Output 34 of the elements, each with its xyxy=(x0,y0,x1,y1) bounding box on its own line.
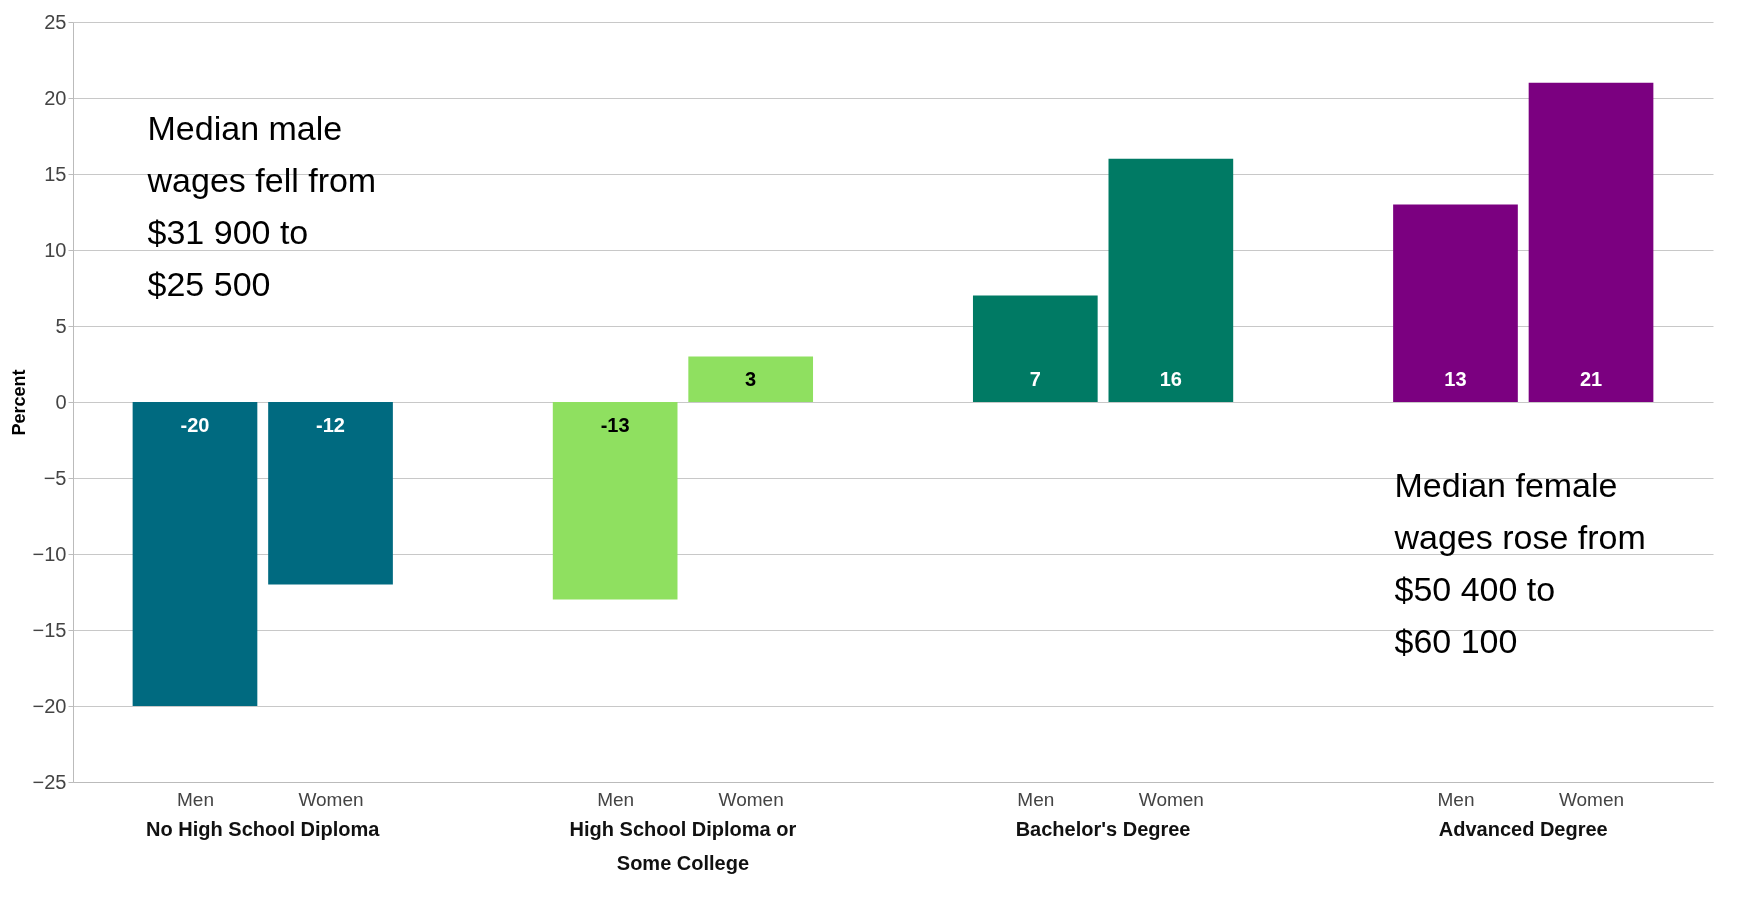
x-tick-label: Women xyxy=(298,788,364,810)
text: No High School Diploma xyxy=(146,818,381,840)
x-tick-label: Men xyxy=(177,788,214,810)
x-tick-label: Women xyxy=(1558,788,1625,810)
y-tick-label: 0 xyxy=(55,390,67,413)
y-tick-label: 10 xyxy=(44,238,67,261)
y-tick-label: 20 xyxy=(44,86,67,109)
data-label: -20 xyxy=(180,414,210,436)
y-tick-label: −15 xyxy=(32,618,67,641)
y-axis-title: Percent xyxy=(8,369,29,436)
data-label: 16 xyxy=(1159,368,1182,390)
text: High School Diploma or Some College xyxy=(569,818,797,874)
x-tick-label: Men xyxy=(1017,788,1055,810)
x-tick-label: Women xyxy=(1138,788,1204,810)
y-tick-label: −10 xyxy=(32,542,67,565)
y-tick-label: 5 xyxy=(55,314,67,337)
data-label: 13 xyxy=(1444,368,1467,390)
data-label: 7 xyxy=(1029,368,1041,390)
text: Bachelor's Degree xyxy=(1015,818,1191,840)
y-tick-label: −25 xyxy=(32,770,67,793)
data-label: 21 xyxy=(1579,368,1603,390)
data-label: -12 xyxy=(316,414,345,436)
y-tick-label: 25 xyxy=(44,10,67,33)
x-tick-label: Men xyxy=(1437,788,1475,810)
y-tick-label: −5 xyxy=(43,466,67,489)
data-label: -13 xyxy=(600,414,630,436)
annotation: Median male wages fell from $31 900 to $25 500 xyxy=(146,109,377,304)
x-tick-label: Men xyxy=(597,788,635,810)
y-tick-label: 15 xyxy=(44,162,67,185)
x-tick-label: Women xyxy=(718,788,784,810)
y-tick-label: −20 xyxy=(32,694,67,717)
text: Advanced Degree xyxy=(1438,818,1608,840)
annotation: Median female wages rose from $50 400 to $60 100 xyxy=(1393,466,1646,661)
data-label: 3 xyxy=(745,368,757,390)
